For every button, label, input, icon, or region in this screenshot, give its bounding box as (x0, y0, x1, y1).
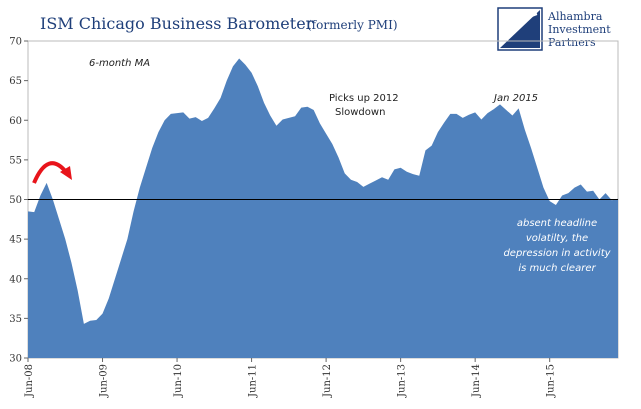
note-line-4: is much clearer (518, 263, 596, 274)
logo-emblem (497, 7, 543, 51)
logo-line-1: Alhambra (547, 10, 603, 23)
y-tick-label: 40 (9, 274, 22, 285)
logo-emblem-mark (500, 10, 540, 48)
note-line-1: absent headline (517, 218, 597, 229)
x-tick-label: Jun-10 (173, 364, 184, 398)
x-tick-label: Jun-09 (99, 364, 110, 398)
note-line-3: depression in activity (503, 248, 611, 259)
y-tick-label: 35 (9, 314, 22, 325)
chart-title: ISM Chicago Business Barometer (40, 14, 314, 33)
jan2015-label: Jan 2015 (492, 93, 538, 104)
y-tick-label: 65 (9, 76, 22, 87)
x-axis: Jun-08 Jun-09 Jun-10 Jun-11 Jun-12 Jun-13 Jun-… (24, 358, 557, 398)
y-tick-label: 60 (9, 116, 22, 127)
note-text: absent headline volatilty, the depressio… (503, 218, 611, 274)
y-tick-label: 45 (9, 235, 22, 246)
x-tick-label: Jun-15 (546, 364, 557, 398)
y-tick-label: 55 (9, 155, 22, 166)
logo-emblem-swoosh (502, 13, 538, 31)
y-tick-label: 30 (9, 354, 22, 365)
logo-line-2: Investment (548, 23, 611, 36)
alhambra-logo: Alhambra Investment Partners (497, 7, 611, 51)
x-tick-label: Jun-08 (24, 364, 35, 398)
pickup-label-line2: Slowdown (335, 107, 385, 118)
y-axis: 30 35 40 45 50 55 60 65 70 (9, 37, 28, 365)
logo-line-3: Partners (548, 36, 596, 49)
y-tick-label: 70 (9, 37, 22, 48)
x-tick-label: Jun-11 (248, 364, 259, 398)
area-series (28, 58, 618, 358)
x-tick-label: Jun-12 (322, 364, 333, 398)
y-tick-label: 50 (9, 195, 22, 206)
note-line-2: volatilty, the (526, 233, 588, 244)
curved-arrow-icon (32, 161, 72, 184)
x-tick-label: Jun-13 (397, 364, 408, 398)
pickup-label-line1: Picks up 2012 (329, 93, 399, 104)
ma-label: 6-month MA (89, 58, 150, 69)
x-tick-label: Jun-14 (471, 364, 482, 398)
chart-subtitle: (formerly PMI) (307, 18, 398, 32)
